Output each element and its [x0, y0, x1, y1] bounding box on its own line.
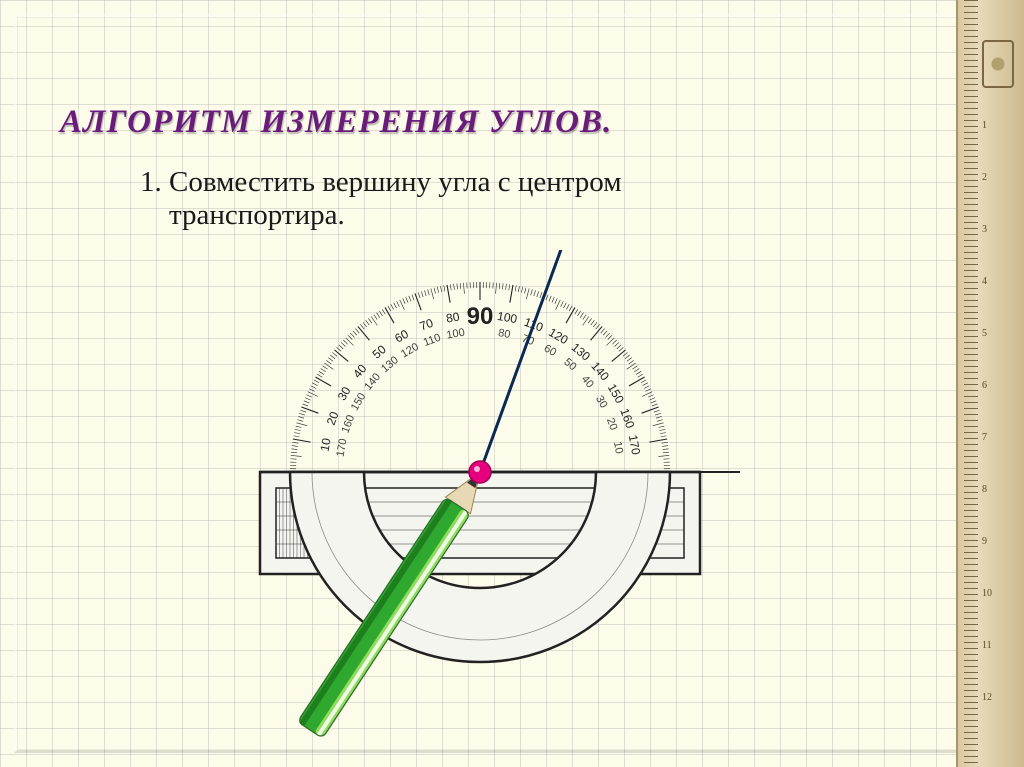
svg-text:90: 90	[467, 303, 494, 330]
svg-text:170: 170	[335, 438, 350, 458]
svg-text:30: 30	[335, 384, 354, 403]
protractor-svg: 1017020160301504014050130601207011080100…	[200, 250, 760, 750]
svg-text:10: 10	[611, 441, 625, 455]
svg-text:80: 80	[445, 309, 461, 325]
svg-text:40: 40	[350, 361, 370, 380]
slide-title: АЛГОРИТМ ИЗМЕРЕНИЯ УГЛОВ.	[60, 104, 612, 141]
protractor-figure: 1017020160301504014050130601207011080100…	[200, 250, 760, 750]
svg-text:170: 170	[626, 434, 643, 456]
body-line-1: Совместить вершину угла с центром	[169, 166, 622, 198]
body-line-2: транспортира.	[169, 199, 345, 231]
svg-text:50: 50	[562, 356, 579, 373]
svg-text:100: 100	[496, 309, 518, 326]
svg-text:60: 60	[392, 327, 411, 346]
svg-text:160: 160	[617, 407, 637, 431]
step-number: 1.	[140, 166, 162, 198]
wooden-ruler: 123456789101112	[956, 0, 1024, 767]
svg-text:70: 70	[418, 316, 436, 334]
slide-page: 123456789101112 АЛГОРИТМ ИЗМЕРЕНИЯ УГЛОВ…	[0, 0, 1024, 767]
svg-text:20: 20	[604, 416, 619, 432]
ruler-numbers: 123456789101112	[982, 0, 1006, 767]
svg-text:30: 30	[593, 394, 610, 411]
svg-text:80: 80	[497, 327, 511, 341]
svg-text:100: 100	[446, 327, 466, 342]
svg-text:40: 40	[579, 373, 596, 390]
svg-text:60: 60	[542, 342, 559, 359]
svg-text:50: 50	[370, 342, 389, 362]
svg-text:20: 20	[324, 409, 342, 427]
slide-body-text: 1. Совместить вершину угла с центром 1. …	[140, 166, 860, 232]
svg-text:10: 10	[318, 437, 334, 453]
svg-text:160: 160	[340, 413, 358, 434]
svg-text:110: 110	[422, 332, 443, 349]
